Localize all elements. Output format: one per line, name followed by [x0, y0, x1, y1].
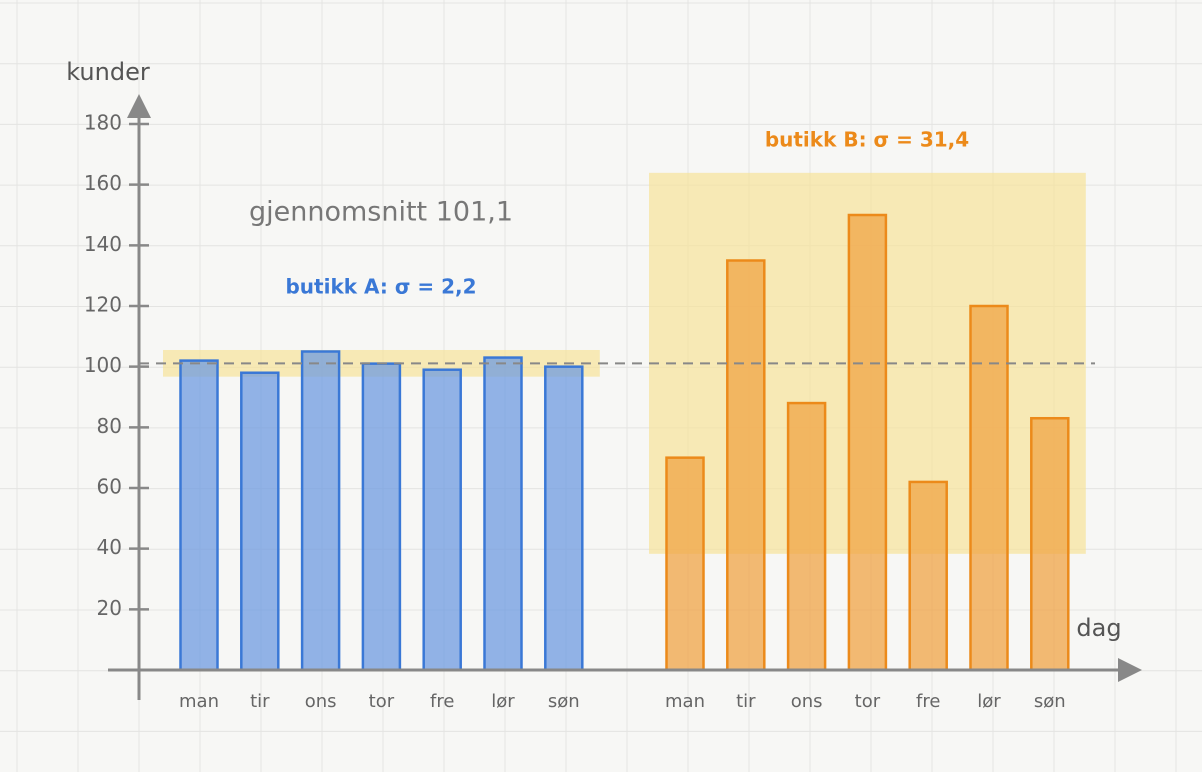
- y-axis-label: kunder: [66, 58, 150, 86]
- bar: [179, 359, 219, 672]
- bar: [300, 350, 341, 672]
- x-tick-label: fre: [430, 691, 454, 712]
- y-tick-label: 120: [84, 293, 122, 317]
- bar: [726, 259, 766, 672]
- mean-label: gjennomsnitt 101,1: [249, 197, 513, 228]
- x-tick-label: lør: [491, 691, 515, 712]
- x-tick-label: søn: [1034, 691, 1066, 712]
- bar: [908, 480, 948, 672]
- x-tick-label: tir: [250, 691, 270, 712]
- x-tick-label: tir: [736, 691, 756, 712]
- y-tick-label: 20: [97, 596, 122, 620]
- bar: [969, 304, 1009, 672]
- x-tick-label: søn: [548, 691, 580, 712]
- x-tick-label: man: [179, 691, 219, 712]
- x-tick-label: ons: [305, 691, 337, 712]
- series-label: butikk A: σ = 2,2: [285, 275, 476, 299]
- bar: [422, 368, 462, 672]
- y-tick-label: 180: [84, 111, 122, 135]
- y-tick-label: 40: [97, 535, 122, 559]
- y-tick-label: 60: [97, 475, 122, 499]
- y-axis-arrow: [127, 94, 151, 118]
- bar: [361, 362, 402, 672]
- x-tick-label: fre: [916, 691, 940, 712]
- x-tick-label: lør: [977, 691, 1001, 712]
- y-tick-label: 80: [97, 414, 122, 438]
- bar: [786, 401, 827, 672]
- y-tick-label: 160: [84, 171, 122, 195]
- x-tick-label: tor: [369, 691, 395, 712]
- x-tick-label: tor: [855, 691, 881, 712]
- bar: [240, 371, 280, 672]
- bar: [483, 356, 523, 672]
- x-axis-arrow: [1118, 658, 1142, 682]
- plot: man tir ons tor fre lør søn man tir ons tor fre lør s…: [84, 94, 1142, 712]
- x-tick-label: man: [665, 691, 705, 712]
- y-tick-label: 100: [84, 353, 122, 377]
- x-axis-label: dag: [1076, 614, 1121, 642]
- bar: [665, 456, 705, 672]
- series-label: butikk B: σ = 31,4: [765, 128, 969, 152]
- y-tick-label: 140: [84, 232, 122, 256]
- bar: [544, 365, 584, 672]
- bar: [1030, 416, 1070, 672]
- bar: [847, 213, 888, 672]
- x-tick-label: ons: [791, 691, 823, 712]
